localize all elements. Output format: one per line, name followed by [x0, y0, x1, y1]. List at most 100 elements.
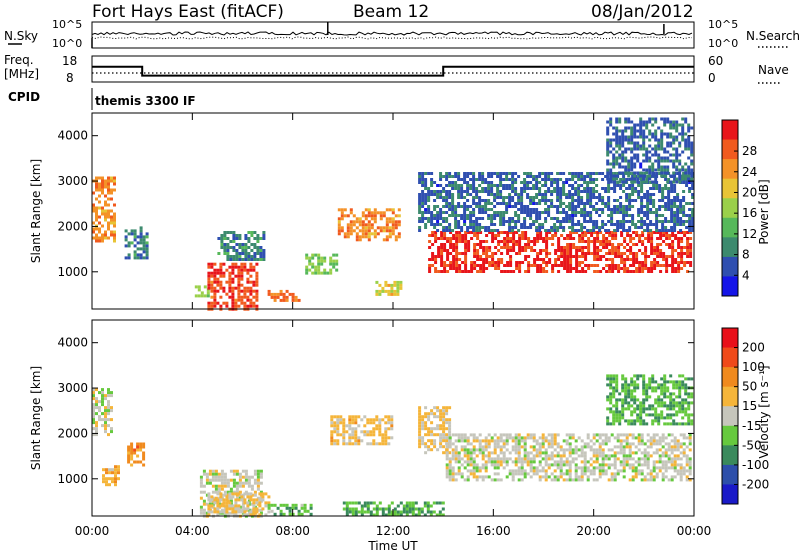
power-echo-cell	[595, 196, 599, 199]
power-echo-cell	[424, 217, 428, 220]
velocity-echo-cell	[436, 427, 440, 431]
power-echo-cell	[627, 171, 631, 175]
power-echo-cell	[391, 217, 395, 221]
power-echo-cell	[624, 165, 628, 169]
power-echo-cell	[639, 171, 643, 175]
power-echo-cell	[488, 249, 492, 252]
velocity-echo-cell	[541, 442, 545, 446]
velocity-echo-cell	[499, 436, 503, 440]
power-echo-cell	[548, 252, 552, 255]
velocity-echo-cell	[466, 475, 470, 479]
power-echo-cell	[249, 289, 253, 293]
power-echo-cell	[670, 214, 674, 217]
power-echo-cell	[418, 199, 422, 202]
velocity-echo-cell	[606, 374, 610, 378]
power-echo-cell	[680, 237, 684, 240]
power-echo-cell	[481, 208, 485, 211]
velocity-echo-cell	[472, 469, 476, 473]
power-echo-cell	[514, 211, 518, 214]
velocity-echo-cell	[589, 457, 593, 461]
power-echo-cell	[664, 196, 668, 199]
velocity-echo-cell	[574, 439, 578, 443]
velocity-echo-cell	[655, 442, 659, 446]
velocity-echo-cell	[237, 507, 241, 511]
velocity-echo-cell	[107, 412, 110, 416]
velocity-echo-cell	[451, 478, 455, 482]
power-echo-cell	[497, 258, 501, 261]
velocity-echo-cell	[258, 513, 262, 517]
velocity-echo-cell	[104, 394, 107, 398]
power-echo-cell	[674, 249, 678, 252]
power-echo-cell	[329, 268, 333, 272]
velocity-echo-cell	[628, 478, 632, 482]
velocity-echo-cell	[664, 436, 668, 440]
velocity-echo-cell	[342, 436, 346, 440]
velocity-echo-cell	[360, 418, 364, 422]
power-echo-cell	[654, 120, 658, 124]
velocity-echo-cell	[657, 413, 661, 417]
power-echo-cell	[213, 298, 217, 302]
power-echo-cell	[505, 184, 509, 187]
power-echo-region	[428, 231, 693, 273]
power-echo-cell	[478, 199, 482, 202]
power-echo-cell	[521, 234, 525, 237]
power-echo-cell	[124, 229, 128, 233]
power-echo-cell	[496, 214, 500, 217]
velocity-echo-cell	[625, 457, 629, 461]
power-echo-cell	[454, 217, 458, 220]
velocity-echo-cell	[205, 475, 209, 479]
velocity-echo-cell	[445, 445, 449, 449]
power-echo-cell	[575, 261, 579, 264]
power-echo-cell	[539, 231, 543, 234]
y-tick-label: 3000	[57, 174, 88, 188]
power-echo-cell	[508, 229, 512, 232]
power-echo-cell	[577, 199, 581, 202]
velocity-echo-cell	[219, 510, 223, 514]
power-echo-cell	[203, 285, 207, 289]
velocity-echo-cell	[366, 418, 370, 422]
velocity-echo-cell	[657, 401, 661, 405]
velocity-echo-cell	[505, 442, 509, 446]
power-echo-cell	[225, 301, 229, 305]
power-echo-cell	[335, 259, 339, 263]
power-echo-cell	[433, 208, 437, 211]
power-echo-cell	[583, 205, 587, 208]
power-echo-cell	[664, 184, 668, 187]
power-echo-cell	[562, 181, 566, 184]
power-echo-cell	[624, 171, 628, 175]
velocity-echo-cell	[634, 451, 638, 455]
power-echo-cell	[457, 202, 461, 205]
y-tick-label: 1000	[57, 265, 88, 279]
power-echo-cell	[578, 234, 582, 237]
power-echo-cell	[249, 268, 253, 272]
power-echo-cell	[669, 159, 673, 163]
velocity-echo-cell	[243, 492, 247, 496]
power-echo-cell	[677, 252, 681, 255]
velocity-echo-cell	[669, 416, 673, 420]
velocity-echo-cell	[228, 501, 232, 505]
velocity-echo-cell	[354, 415, 358, 419]
velocity-echo-cell	[235, 469, 239, 473]
velocity-echo-cell	[390, 418, 394, 422]
power-echo-cell	[460, 196, 464, 199]
velocity-echo-cell	[117, 471, 120, 475]
velocity-echo-cell	[624, 419, 628, 423]
power-echo-cell	[536, 267, 540, 270]
power-echo-region	[337, 208, 401, 242]
power-echo-cell	[606, 150, 610, 154]
velocity-echo-cell	[448, 451, 452, 455]
velocity-echo-cell	[544, 475, 548, 479]
power-echo-cell	[418, 178, 422, 181]
power-echo-cell	[394, 238, 398, 242]
velocity-echo-cell	[624, 395, 628, 399]
power-echo-cell	[598, 214, 602, 217]
power-echo-cell	[355, 220, 359, 224]
power-echo-cell	[631, 193, 635, 196]
power-echo-cell	[440, 264, 444, 267]
power-echo-cell	[421, 172, 425, 175]
power-echo-cell	[629, 249, 633, 252]
power-echo-cell	[523, 205, 527, 208]
velocity-echo-cell	[436, 448, 440, 452]
power-echo-cell	[475, 217, 479, 220]
velocity-echo-cell	[619, 463, 623, 467]
